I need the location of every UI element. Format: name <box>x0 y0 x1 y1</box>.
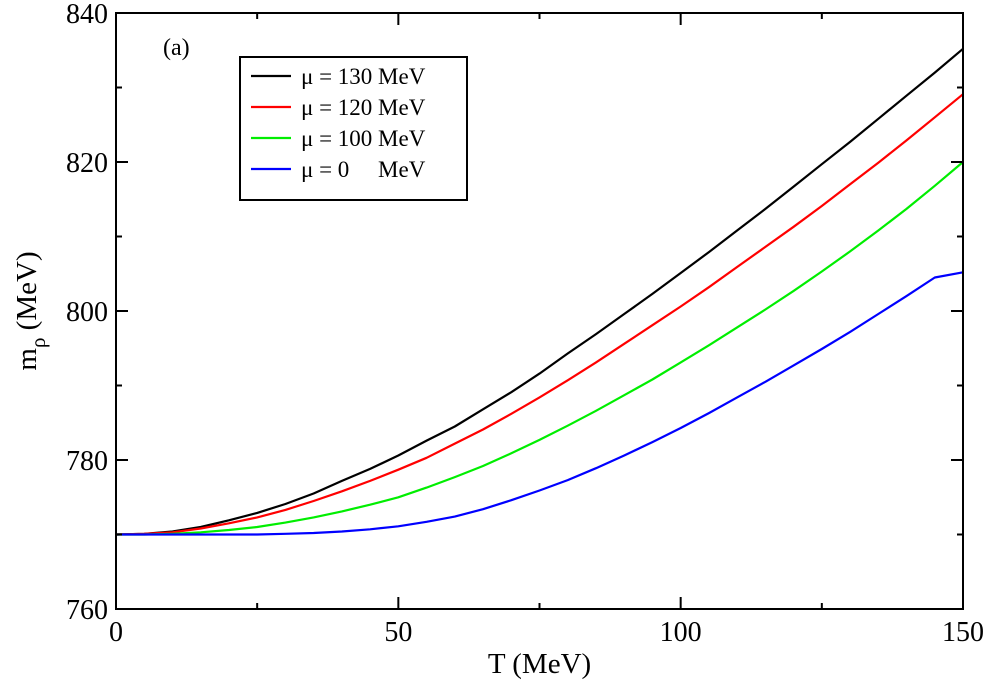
x-tick-label: 0 <box>109 617 123 648</box>
panel-label: (a) <box>163 35 190 61</box>
legend-label-2: μ = 100 MeV <box>301 126 426 151</box>
y-tick-label: 780 <box>66 446 108 477</box>
legend: μ = 130 MeV μ = 120 MeV μ = 100 MeV μ = 0 M… <box>239 56 468 201</box>
ticks-layer <box>115 12 964 610</box>
series-line-1 <box>115 93 964 536</box>
x-tick-label: 150 <box>942 617 984 648</box>
y-tick-label: 760 <box>66 595 108 626</box>
legend-label-0: μ = 130 MeV <box>301 64 426 89</box>
series-line-2 <box>116 161 964 536</box>
y-axis-title-sub: ρ <box>26 338 50 348</box>
y-axis-title-main: m <box>11 348 43 371</box>
y-tick-label: 820 <box>66 148 108 179</box>
tick-labels-layer: 0 50 100 150 760 780 800 820 840 <box>66 0 984 648</box>
x-tick-label: 50 <box>384 617 412 648</box>
legend-label-1: μ = 120 MeV <box>301 95 426 120</box>
x-axis-title: T (MeV) <box>488 648 591 680</box>
series-line-3 <box>116 271 964 536</box>
legend-box <box>239 56 468 201</box>
y-tick-label: 840 <box>66 0 108 30</box>
series-line-0 <box>115 47 964 536</box>
y-axis-title-units: (MeV) <box>11 251 43 337</box>
series-layer <box>115 47 964 536</box>
legend-label-3: μ = 0 MeV <box>301 157 426 182</box>
x-tick-label: 100 <box>660 617 702 648</box>
legend-entries: μ = 130 MeV μ = 120 MeV μ = 100 MeV μ = 0 M… <box>251 64 426 182</box>
y-axis-title: mρ (MeV) <box>11 251 50 370</box>
y-tick-label: 800 <box>66 297 108 328</box>
